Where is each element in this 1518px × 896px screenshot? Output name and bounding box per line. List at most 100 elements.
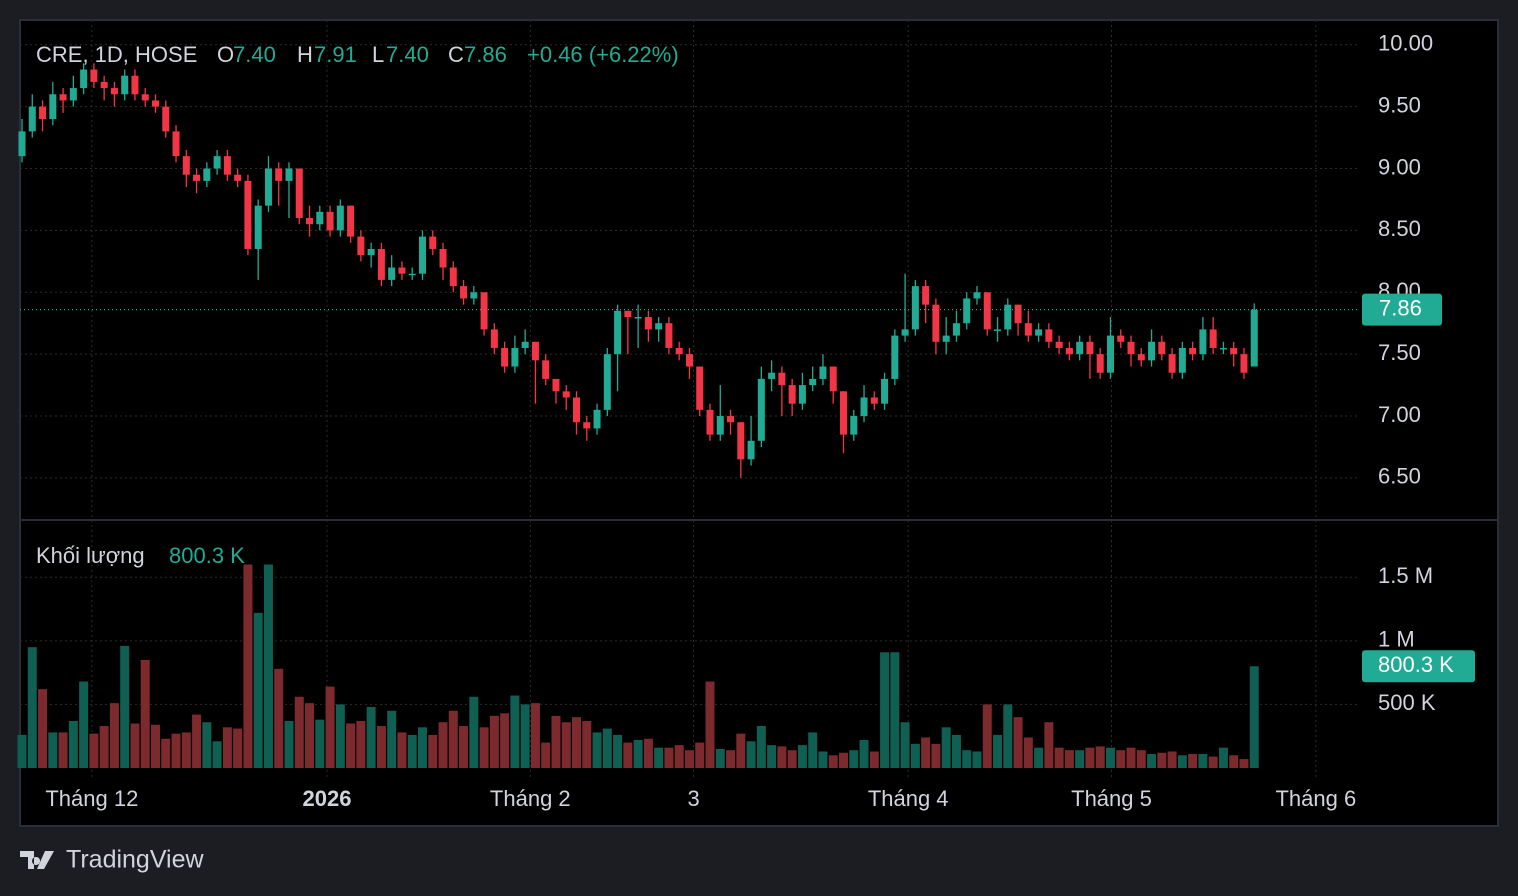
volume-bar: [1218, 747, 1228, 768]
candle-body: [727, 416, 735, 423]
volume-bar: [222, 727, 232, 768]
candle-body: [367, 248, 375, 256]
volume-bar: [89, 733, 99, 768]
candle-body: [470, 292, 478, 299]
volume-bar: [346, 723, 356, 768]
candle-body: [90, 69, 98, 82]
candle-body: [1106, 335, 1114, 373]
candle-body: [983, 292, 991, 330]
volume-bar: [582, 720, 592, 768]
volume-bar: [448, 710, 458, 768]
volume-bar: [1075, 750, 1085, 768]
candle-body: [193, 174, 201, 181]
candle-body: [860, 397, 868, 417]
volume-bar: [263, 564, 273, 768]
candle-body: [706, 409, 714, 435]
brand: TradingView: [66, 846, 205, 874]
volume-bar: [931, 743, 941, 768]
volume-bar: [859, 740, 869, 768]
volume-bar: [417, 727, 427, 768]
candle-body: [624, 310, 632, 318]
candle-body: [911, 286, 919, 330]
candle-body: [336, 205, 344, 231]
y-tick-label: 9.50: [1378, 92, 1421, 117]
volume-bar: [58, 732, 68, 768]
volume-bar: [253, 612, 263, 768]
volume-bar: [181, 732, 191, 768]
candle-body: [388, 267, 396, 280]
x-tick-label: Tháng 12: [45, 786, 138, 811]
volume-bar: [1239, 759, 1249, 768]
volume-bar: [633, 740, 643, 768]
candle-body: [973, 292, 981, 299]
y-tick-label: 7.00: [1378, 402, 1421, 427]
volume-bar: [787, 750, 797, 768]
candle-body: [891, 335, 899, 379]
volume-bar: [1105, 747, 1115, 768]
volume-bar: [838, 752, 848, 768]
candle-body: [768, 372, 776, 379]
candle-body: [480, 292, 488, 330]
candle-body: [870, 397, 878, 404]
x-tick-label: 2026: [303, 786, 352, 811]
candle-body: [460, 286, 468, 299]
low-value: 7.40: [386, 42, 429, 67]
candle-body: [28, 106, 36, 132]
volume-bar: [27, 647, 37, 768]
volume-bar: [910, 743, 920, 768]
volume-bar: [48, 732, 58, 768]
volume-bar: [161, 738, 171, 768]
volume-bar: [1188, 754, 1198, 768]
candle-body: [614, 310, 622, 355]
volume-bar: [1157, 752, 1167, 768]
marks: [17, 63, 1360, 768]
last-price-tag: [1362, 293, 1442, 326]
close-label: C: [448, 42, 464, 67]
volume-bar: [880, 652, 890, 768]
candle-body: [1065, 347, 1073, 355]
volume-bar: [818, 751, 828, 768]
volume-bar: [982, 704, 992, 768]
volume-bar: [1013, 717, 1023, 768]
candle-body: [213, 156, 221, 169]
candle-body: [1014, 304, 1022, 324]
candle-body: [1117, 335, 1125, 342]
candle-body: [285, 168, 293, 181]
volume-bar: [109, 703, 119, 768]
volume-bar: [756, 726, 766, 768]
candle-body: [1076, 341, 1084, 355]
candle-body: [593, 409, 601, 429]
volume-bar: [1167, 751, 1177, 768]
candle-body: [696, 366, 704, 410]
volume-bar: [613, 734, 623, 768]
close-value: 7.86: [464, 42, 507, 67]
volume-bar: [541, 742, 551, 768]
volume-bar: [962, 750, 972, 768]
x-tick-label: 3: [687, 786, 699, 811]
candle-body: [809, 378, 817, 386]
volume-bar: [469, 696, 479, 768]
volume-bar: [993, 734, 1003, 768]
candle-body: [1168, 354, 1176, 373]
candle-body: [1240, 354, 1248, 373]
candle-body: [644, 317, 652, 330]
volume-bar: [972, 751, 982, 768]
volume-bar: [305, 703, 315, 768]
volume-bar: [315, 719, 325, 768]
volume-bar: [869, 751, 879, 768]
volume-bar: [243, 564, 253, 768]
candle-body: [1189, 347, 1197, 355]
x-tick-label: Tháng 4: [868, 786, 949, 811]
volume-tick-label: 1.5 M: [1378, 563, 1433, 588]
candle-body: [839, 391, 847, 435]
candle-body: [490, 329, 498, 348]
candle-body: [685, 354, 693, 367]
candle-body: [1209, 329, 1217, 348]
candle-body: [1137, 354, 1145, 361]
volume-bar: [1126, 747, 1136, 768]
candle-body: [1158, 341, 1166, 355]
volume-bar: [623, 742, 633, 768]
volume-bar: [1085, 747, 1095, 768]
